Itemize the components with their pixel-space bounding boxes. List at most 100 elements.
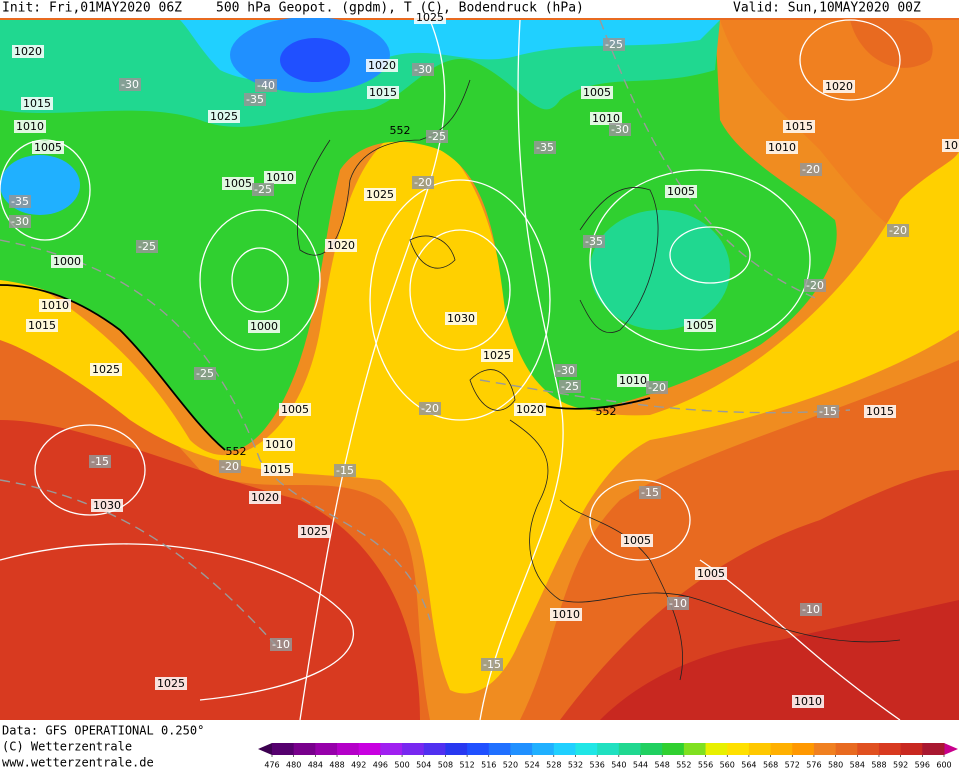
isobar-label-box (298, 525, 330, 538)
isobar-label-text: 1010 (41, 299, 69, 312)
isobar-label: 1015 (261, 463, 293, 476)
colorbar-label: 528 (546, 761, 561, 770)
height-label: 552 (390, 124, 411, 137)
temperature-label: -10 (270, 638, 292, 651)
isobar-label-text: 10 (944, 139, 958, 152)
isobar-label-text: 1005 (281, 403, 309, 416)
temperature-label: -15 (334, 464, 356, 477)
isobar-label: 1010 (766, 141, 798, 154)
isobar-label-box (823, 80, 855, 93)
colorbar-label: 512 (459, 761, 474, 770)
temperature-label-box (559, 380, 581, 393)
colorbar-bin (618, 743, 642, 755)
colorbar-bin (727, 743, 750, 755)
colorbar-label: 524 (524, 761, 539, 770)
temperature-label: -30 (555, 364, 577, 377)
colorbar-label: 540 (611, 761, 626, 770)
temperature-label: -15 (89, 455, 111, 468)
temperature-label-box (603, 38, 625, 51)
colorbar-bin (293, 743, 316, 755)
colorbar-bin (597, 743, 620, 755)
isobar-label-text: 1020 (327, 239, 355, 252)
temperature-label: -25 (194, 367, 216, 380)
isobar-label: 1005 (279, 403, 311, 416)
valid-time: Valid: Sun,10MAY2020 00Z (733, 1, 921, 16)
temperature-label-box (244, 93, 266, 106)
temperature-label-text: -15 (641, 486, 659, 499)
isobar-label-text: 1010 (16, 120, 44, 133)
colorbar-label: 576 (806, 761, 821, 770)
colorbar-label: 572 (785, 761, 800, 770)
temperature-label-text: -20 (889, 224, 907, 237)
temperature-label: -10 (800, 603, 822, 616)
colorbar-label: 508 (438, 761, 453, 770)
temperature-label-box (252, 183, 274, 196)
isobar-label: 1020 (12, 45, 44, 58)
field-description: 500 hPa Geopot. (gpdm), T (C), Bodendruc… (216, 1, 584, 16)
temperature-label-box (583, 235, 605, 248)
temperature-label: -15 (481, 658, 503, 671)
colorbar-bin (813, 743, 837, 755)
isobar-label: 1005 (684, 319, 716, 332)
coastlines (296, 79, 901, 681)
temperature-label-text: -20 (414, 176, 432, 189)
temperature-label: -30 (119, 78, 141, 91)
isobar-label: 1010 (792, 695, 824, 708)
isobar-label-box (864, 405, 896, 418)
temperature-label-text: -15 (336, 464, 354, 477)
data-source: Data: GFS OPERATIONAL 0.250° (2, 724, 204, 738)
temperature-label-text: -15 (819, 405, 837, 418)
temperature-label: -35 (583, 235, 605, 248)
isobar-label-text: 1025 (300, 525, 328, 538)
temperature-label: -20 (646, 381, 668, 394)
temperature-label: -15 (817, 405, 839, 418)
temperature-label: -25 (426, 130, 448, 143)
isobar-label-text: 1025 (366, 188, 394, 201)
isobar-label: 1015 (367, 86, 399, 99)
isobar-label-box (21, 97, 53, 110)
temperature-label-text: -25 (605, 38, 623, 51)
isobar-label-box (783, 120, 815, 133)
isobar-label-text: 1010 (552, 608, 580, 621)
isobar-label-text: 1025 (92, 363, 120, 376)
temperature-label: -35 (9, 195, 31, 208)
temperature-label-text: -10 (802, 603, 820, 616)
isobar-label-box (617, 374, 649, 387)
isobar-label-box (51, 255, 83, 268)
isobar-label-box (366, 59, 398, 72)
temperature-label-text: -30 (414, 63, 432, 76)
colorbar-bin (315, 743, 338, 755)
colorbar-label: 544 (633, 761, 648, 770)
isobar-label: 1005 (621, 534, 653, 547)
colorbar-bin (857, 743, 880, 755)
contour-552 (0, 284, 651, 451)
temperature-label: -25 (252, 183, 274, 196)
isobar-label-box (249, 491, 281, 504)
isobar-label: 1010 (550, 608, 582, 621)
temperature-label-box (412, 176, 434, 189)
isobar-label-box (792, 695, 824, 708)
colorbar-bin (878, 743, 902, 755)
temperature-label: -25 (559, 380, 581, 393)
isobar-label-box (26, 319, 58, 332)
temperature-label-box (481, 658, 503, 671)
isobar-label: 1015 (26, 319, 58, 332)
isobar-label: 1025 (481, 349, 513, 362)
height-label-text: 552 (226, 445, 247, 458)
isobar-label: 1025 (208, 110, 240, 123)
isobar-label-text: 1020 (251, 491, 279, 504)
isobar-label: 1025 (90, 363, 122, 376)
temperature-label-box (194, 367, 216, 380)
colorbar: 476 480 484 488 492 496 500 504 508 512 516 520 524 5… (258, 743, 958, 770)
temperature-label: -20 (412, 176, 434, 189)
colorbar-label: 476 (264, 761, 279, 770)
temperature-label: -15 (639, 486, 661, 499)
isobar-label-text: 1015 (263, 463, 291, 476)
colorbar-bin (922, 743, 945, 755)
temperature-label: -20 (419, 402, 441, 415)
isobar-label: 1010 (39, 299, 71, 312)
temperature-label-box (646, 381, 668, 394)
field-teal-scandinavia (590, 210, 730, 330)
isobar-label-box (684, 319, 716, 332)
